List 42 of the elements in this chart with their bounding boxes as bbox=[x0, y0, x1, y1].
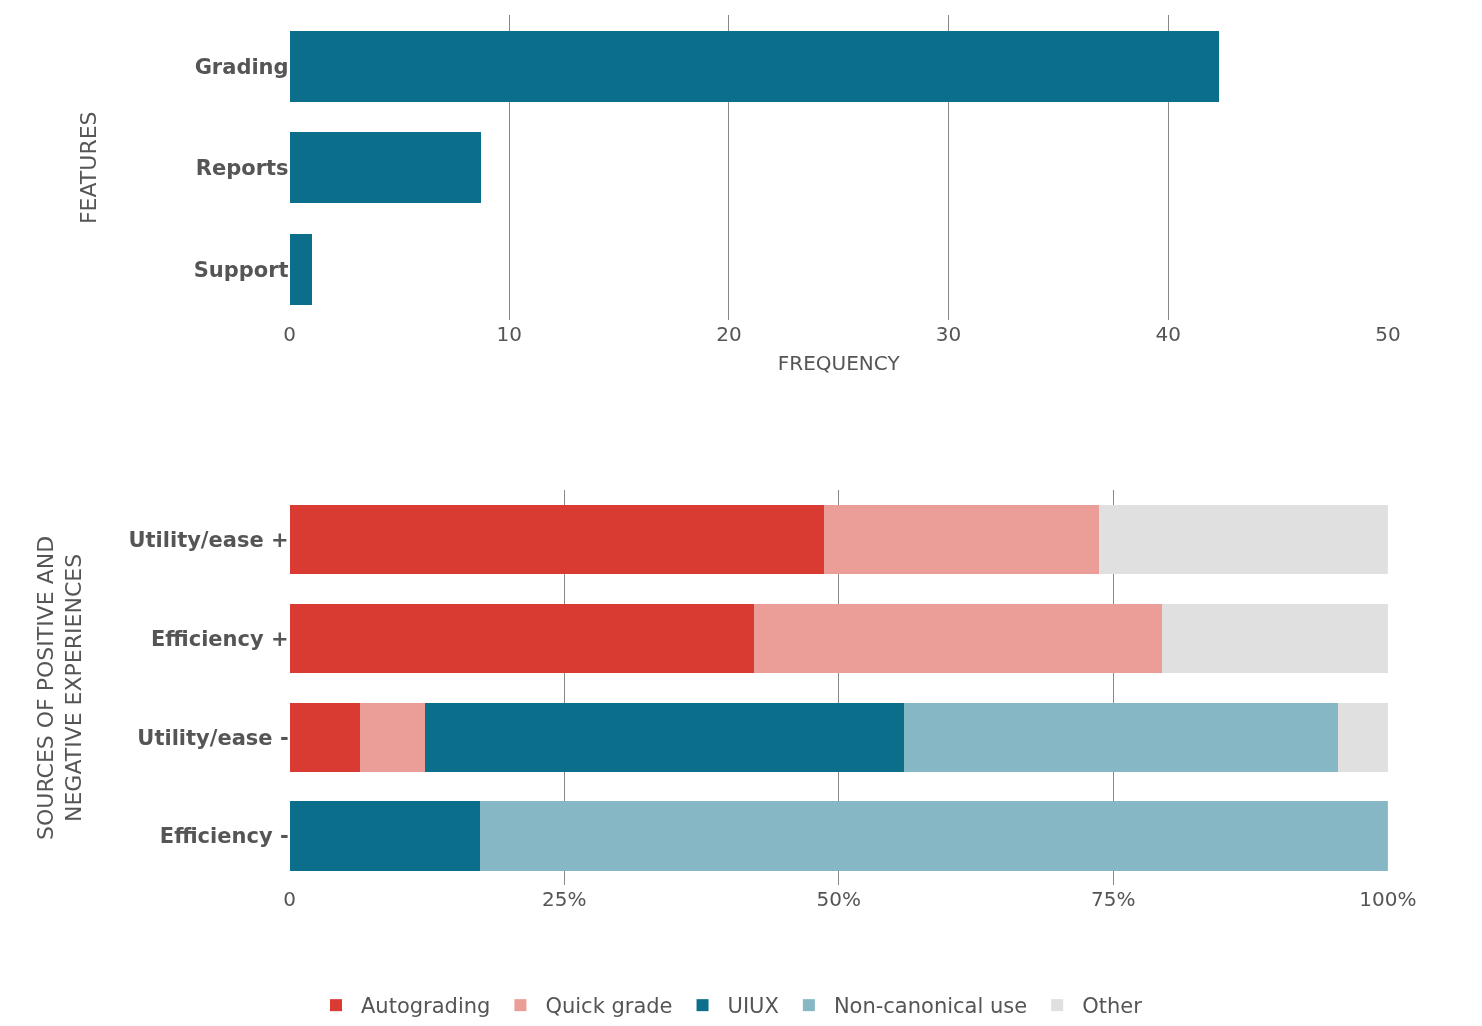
y-tick-label: Support bbox=[193, 257, 289, 282]
legend-label: UIUX bbox=[727, 994, 779, 1019]
legend-label: Quick grade bbox=[545, 994, 673, 1019]
bar bbox=[289, 233, 312, 305]
legend-label: Non-canonical use bbox=[833, 994, 1028, 1019]
bar bbox=[903, 702, 1339, 772]
bar bbox=[289, 801, 480, 871]
x-tick-label: 0 bbox=[283, 887, 296, 912]
x-tick-label: 40 bbox=[1155, 322, 1181, 347]
y-tick-label: Utility/ease + bbox=[128, 528, 289, 553]
x-tick-label: 50 bbox=[1375, 322, 1401, 347]
bar bbox=[359, 702, 425, 772]
bar bbox=[479, 801, 1388, 871]
x-tick-label: 0 bbox=[283, 322, 296, 347]
legend-label: Other bbox=[1082, 994, 1143, 1019]
y-tick-label: Grading bbox=[194, 54, 289, 79]
bar bbox=[289, 702, 360, 772]
bar bbox=[1099, 505, 1388, 575]
bar bbox=[1161, 604, 1388, 674]
y-tick-label: Efficiency + bbox=[150, 626, 289, 651]
bar bbox=[424, 702, 904, 772]
y-tick-label: Reports bbox=[195, 156, 289, 181]
y-tick-label: Efficiency - bbox=[159, 824, 289, 849]
x-tick-label: 100% bbox=[1359, 887, 1417, 912]
bar bbox=[824, 505, 1100, 575]
x-tick-label: 30 bbox=[935, 322, 962, 347]
x-tick-label: 25% bbox=[541, 887, 587, 912]
x-tick-label: 10 bbox=[496, 322, 522, 347]
x-tick-label: 75% bbox=[1091, 887, 1136, 912]
x-tick-label: 20 bbox=[716, 322, 742, 347]
bar bbox=[289, 30, 1219, 102]
bar bbox=[289, 132, 481, 204]
x-axis-title: FREQUENCY bbox=[777, 350, 901, 375]
bar bbox=[289, 604, 755, 674]
bar bbox=[754, 604, 1162, 674]
legend-label: Autograding bbox=[361, 994, 491, 1019]
y-axis-title: SOURCES OF POSITIVE AND NEGATIVE EXPERIENCES bbox=[32, 535, 87, 840]
bar bbox=[1338, 702, 1388, 772]
y-tick-label: Utility/ease - bbox=[137, 725, 289, 750]
bar bbox=[289, 505, 825, 575]
x-tick-label: 50% bbox=[816, 887, 861, 912]
y-axis-title: FEATURES bbox=[76, 111, 102, 225]
